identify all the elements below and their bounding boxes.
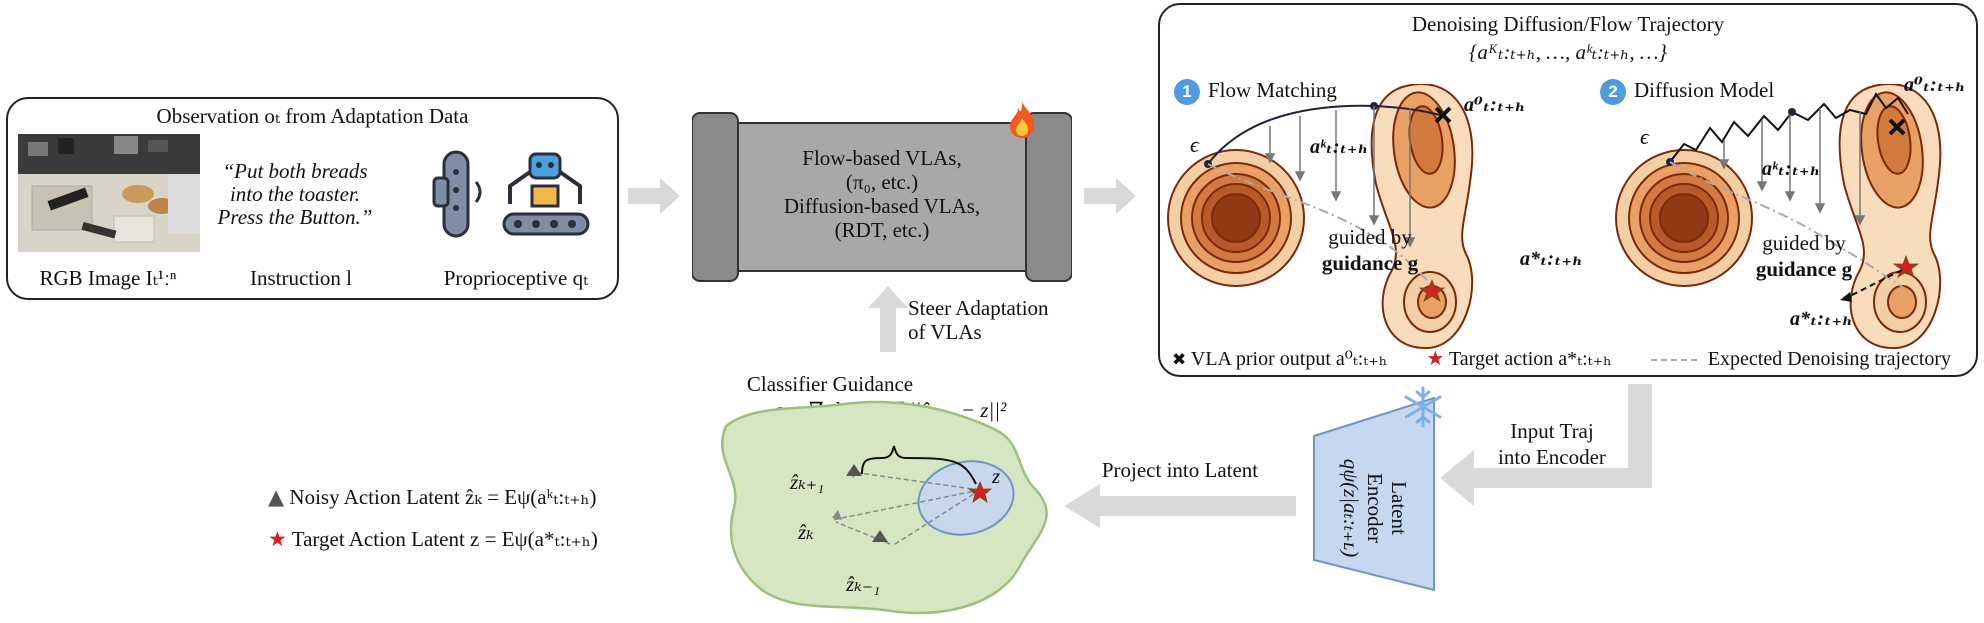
vla-line1: Flow-based VLAs, [802, 146, 962, 170]
diffusion-diagram [1615, 84, 1942, 350]
legend-target-row: ★ Target Action Latent z = Eψ(a*ₜ:ₜ₊ₕ) [268, 518, 598, 560]
latent-encoder-label: Latent Encoder qψ(z|aₜ:ₜ₊ʟ) [1339, 403, 1411, 613]
robot-arm-icon [502, 152, 590, 236]
legend-noisy-row: ▲ Noisy Action Latent ẑₖ = Eψ(aᵏₜ:ₜ₊ₕ) [268, 476, 598, 518]
denoising-legend: ✖ VLA prior output a⁰ₜ:ₜ₊ₕ ★ Target acti… [1172, 346, 1951, 371]
diffusion-label: Diffusion Model [1634, 78, 1775, 102]
legend-expected: Expected Denoising trajectory [1707, 348, 1952, 370]
badge-2: 2 [1600, 79, 1626, 106]
diffusion-a0-label: a⁰ₜ:ₜ₊ₕ [1904, 74, 1966, 96]
instruction-label: Instruction l [249, 266, 353, 290]
steer-line2: of VLAs [908, 320, 982, 344]
latent-legend: ▲ Noisy Action Latent ẑₖ = Eψ(aᵏₜ:ₜ₊ₕ) ★… [268, 476, 598, 560]
classifier-title: Classifier Guidance [746, 372, 914, 396]
flow-guided-line1: guided by [1328, 225, 1412, 249]
legend-target-latent: Target Action Latent z = Eψ(a*ₜ:ₜ₊ₕ) [291, 527, 598, 551]
flow-matching-heading: 1 Flow Matching [1174, 78, 1337, 106]
noisy-latent-triangle-1 [846, 464, 862, 476]
noisy-latent-triangle-2 [872, 530, 888, 542]
snowflake-icon [1404, 386, 1442, 428]
latent-zk-label: ẑₖ [798, 520, 814, 544]
flow-guided-label: guided by guidance g [1300, 224, 1440, 276]
encoder-line1: Latent [1387, 481, 1411, 535]
flow-guided-line2: guidance g [1321, 251, 1419, 275]
latent-encoder-shape [1313, 396, 1435, 592]
rgb-image [18, 134, 200, 252]
proprioceptive-label: Proprioceptive qₜ [443, 266, 589, 290]
observation-title: Observation oₜ from Adaptation Data [156, 104, 469, 128]
vla-model-box [692, 112, 1072, 282]
diffusion-guided-line1: guided by [1762, 231, 1846, 255]
latent-space-diagram [720, 400, 1048, 615]
denoising-subtitle: {aᴷₜ:ₜ₊ₕ, …, aᵏₜ:ₜ₊ₕ, …} [1469, 40, 1667, 64]
legend-prior: VLA prior output a⁰ₜ:ₜ₊ₕ [1190, 348, 1388, 370]
diffusion-epsilon: ϵ [1640, 124, 1649, 149]
fire-icon [1010, 102, 1034, 138]
arrow-project-latent [1064, 484, 1296, 528]
arrow-traj-to-encoder [1440, 384, 1652, 506]
latent-z-label: z [992, 464, 1001, 488]
prior-x-marker [1434, 106, 1452, 124]
diffusion-guided-label: guided by guidance g [1734, 230, 1874, 282]
target-star [1418, 278, 1446, 302]
latent-zkm1-label: ẑₖ₋₁ [846, 572, 881, 596]
input-traj-label: Input Traj into Encoder [1462, 418, 1642, 470]
badge-1: 1 [1174, 79, 1200, 106]
arrow-vla-to-denoise [1084, 178, 1136, 214]
flow-astar-label: a*ₜ:ₜ₊ₕ [1520, 248, 1583, 270]
rgb-image-label: RGB Image Iₜ¹ːⁿ [39, 266, 177, 290]
legend-x-icon: ✖ [1172, 350, 1187, 370]
flow-matching-diagram [1167, 84, 1474, 350]
flow-epsilon: ϵ [1190, 132, 1199, 157]
vla-line3: Diffusion-based VLAs, [783, 194, 981, 218]
input-traj-line1: Input Traj [1510, 419, 1594, 443]
flow-matching-label: Flow Matching [1208, 78, 1337, 102]
instruction-quote: “Put both breads into the toaster. Press… [217, 159, 373, 229]
vla-line2: (π₀, etc.) [845, 170, 919, 194]
encoder-line3: qψ(z|aₜ:ₜ₊ʟ) [1339, 458, 1363, 558]
diffusion-heading: 2 Diffusion Model [1600, 78, 1775, 106]
denoising-title: Denoising Diffusion/Flow Trajectory [1411, 12, 1725, 36]
vla-line4: (RDT, etc.) [834, 218, 930, 242]
latent-zk1-label: ẑₖ₊₁ [790, 470, 825, 494]
flow-ak-label: aᵏₜ:ₜ₊ₕ [1310, 136, 1369, 158]
vla-text: Flow-based VLAs, (π₀, etc.) Diffusion-ba… [738, 146, 1026, 242]
legend-target: Target action a*ₜ:ₜ₊ₕ [1448, 348, 1612, 370]
input-traj-line2: into Encoder [1498, 445, 1606, 469]
legend-star-icon: ★ [1426, 346, 1445, 370]
diffusion-astar-label: a*ₜ:ₜ₊ₕ [1790, 308, 1853, 330]
triangle-icon: ▲ [268, 485, 285, 509]
encoder-line2: Encoder [1363, 473, 1387, 543]
proprioceptive-icon [432, 150, 482, 238]
diffusion-ak-label: aᵏₜ:ₜ₊ₕ [1762, 158, 1821, 180]
legend-dashdot-icon [1650, 359, 1697, 362]
arrow-steer-up [868, 286, 908, 352]
star-icon: ★ [268, 527, 287, 551]
project-latent-label: Project into Latent [1101, 458, 1259, 482]
arrow-obs-to-vla [628, 178, 680, 214]
diffusion-guided-line2: guidance g [1755, 257, 1853, 281]
steer-line1: Steer Adaptation [908, 296, 1049, 320]
flow-a0-label: a⁰ₜ:ₜ₊ₕ [1464, 94, 1526, 116]
steer-label: Steer Adaptation of VLAs [908, 296, 1049, 344]
latent-target-star [967, 480, 993, 503]
legend-noisy: Noisy Action Latent ẑₖ = Eψ(aᵏₜ:ₜ₊ₕ) [289, 485, 597, 509]
